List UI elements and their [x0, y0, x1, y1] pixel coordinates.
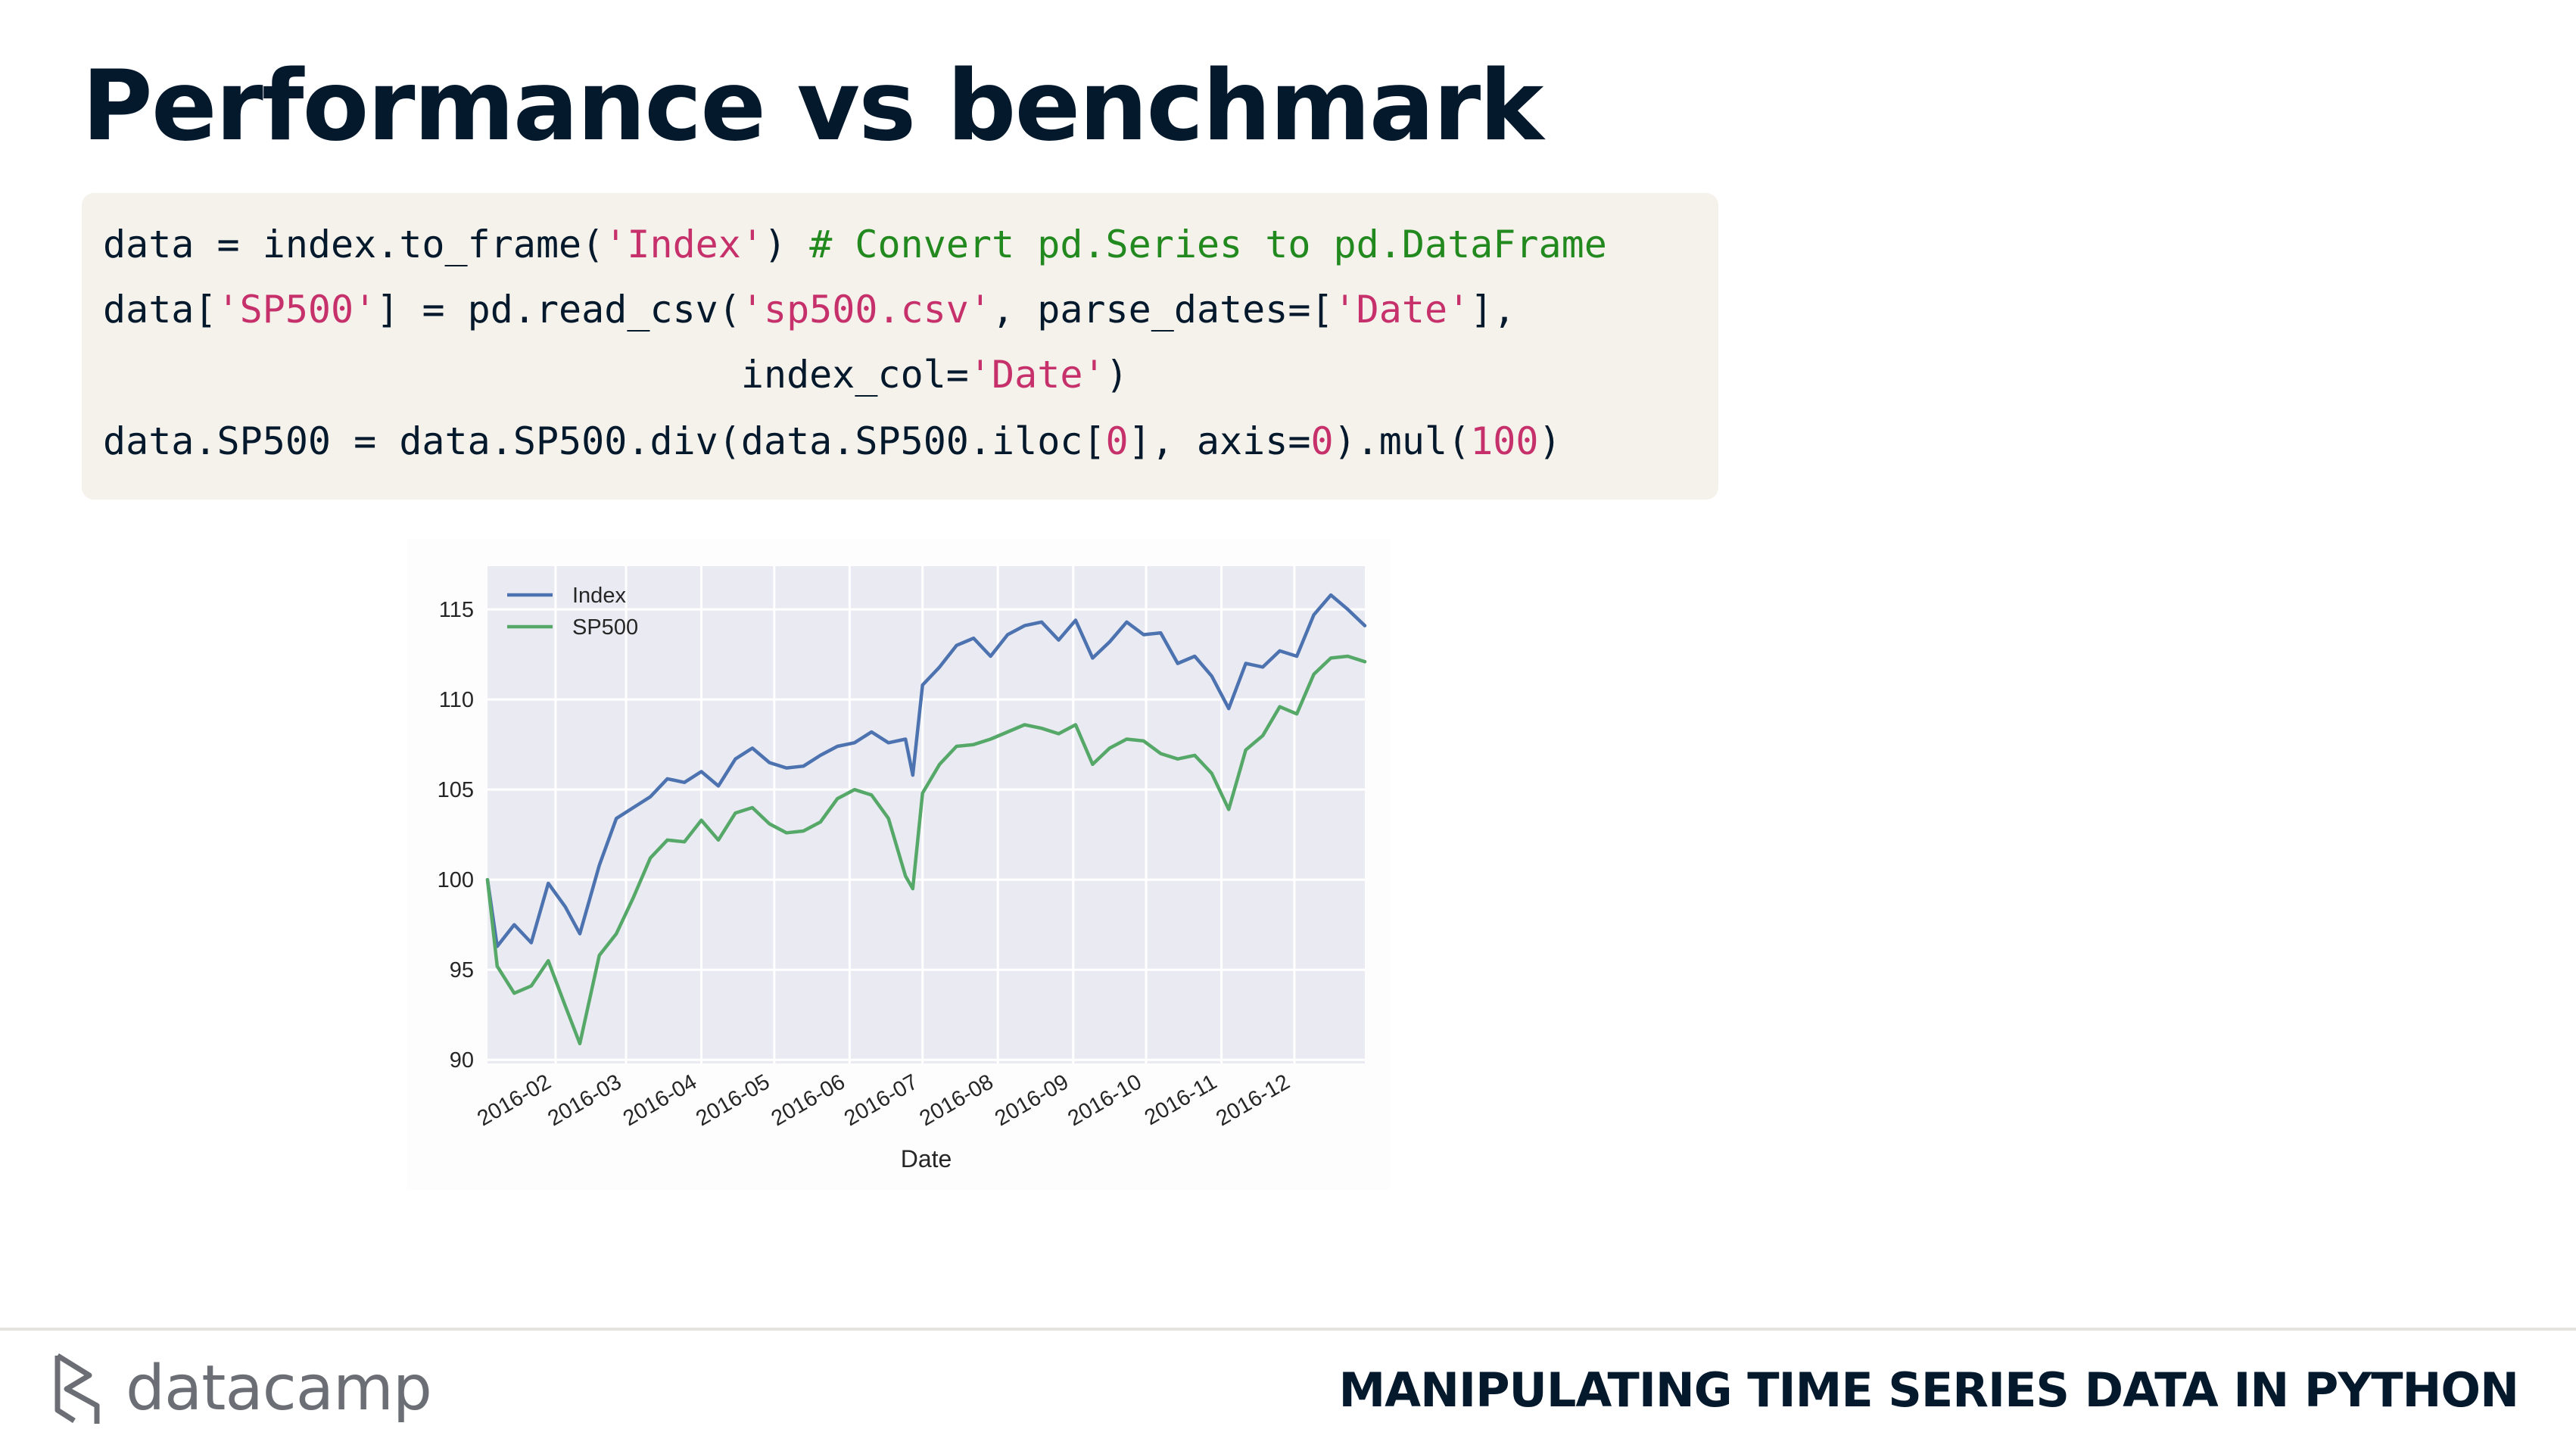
x-tick-label: 2016-12 — [1212, 1070, 1294, 1131]
x-tick-label: 2016-07 — [840, 1070, 922, 1131]
y-tick-label: 115 — [439, 598, 474, 622]
y-tick-label: 100 — [438, 868, 474, 892]
x-axis-label: Date — [901, 1145, 952, 1172]
slide-title: Performance vs benchmark — [82, 50, 1543, 163]
plot-area — [487, 566, 1365, 1063]
course-title: MANIPULATING TIME SERIES DATA IN PYTHON — [1338, 1362, 2519, 1418]
code-line: data = index.to_frame('Index') # Convert… — [103, 223, 1607, 266]
y-tick-label: 105 — [438, 778, 474, 802]
code-block: data = index.to_frame('Index') # Convert… — [82, 193, 1718, 500]
code-line: index_col='Date') — [103, 353, 1129, 397]
series-line-sp500 — [485, 654, 1367, 1046]
chart-figure: 2016-02 2016-03 2016-04 2016-05 2016-06 2016-… — [406, 539, 1391, 1190]
legend-label: Index — [572, 584, 626, 608]
x-tick-label: 2016-09 — [991, 1070, 1073, 1131]
x-tick-label: 2016-03 — [544, 1070, 625, 1131]
x-tick-label: 2016-10 — [1064, 1070, 1145, 1131]
y-tick-label: 110 — [439, 688, 474, 712]
brand-logo: datacamp — [51, 1344, 445, 1434]
y-tick-label: 95 — [450, 958, 474, 982]
x-tick-label: 2016-06 — [768, 1070, 849, 1131]
x-tick-label: 2016-05 — [692, 1070, 774, 1131]
y-tick-label: 90 — [450, 1048, 474, 1073]
footer-divider — [0, 1328, 2576, 1331]
code-line: data.SP500 = data.SP500.div(data.SP500.i… — [103, 419, 1562, 463]
x-tick-label: 2016-02 — [473, 1070, 555, 1131]
datacamp-logo-icon — [55, 1353, 100, 1424]
x-tick-label: 2016-04 — [619, 1070, 701, 1131]
legend-label: SP500 — [572, 615, 638, 640]
x-tick-label: 2016-08 — [916, 1070, 998, 1131]
x-tick-label: 2016-11 — [1141, 1070, 1221, 1130]
brand-name: datacamp — [126, 1353, 432, 1425]
line-chart: 2016-022016-032016-042016-052016-062016-… — [438, 566, 1367, 1172]
series-line-index — [485, 593, 1367, 948]
code-line: data['SP500'] = pd.read_csv('sp500.csv',… — [103, 288, 1516, 332]
